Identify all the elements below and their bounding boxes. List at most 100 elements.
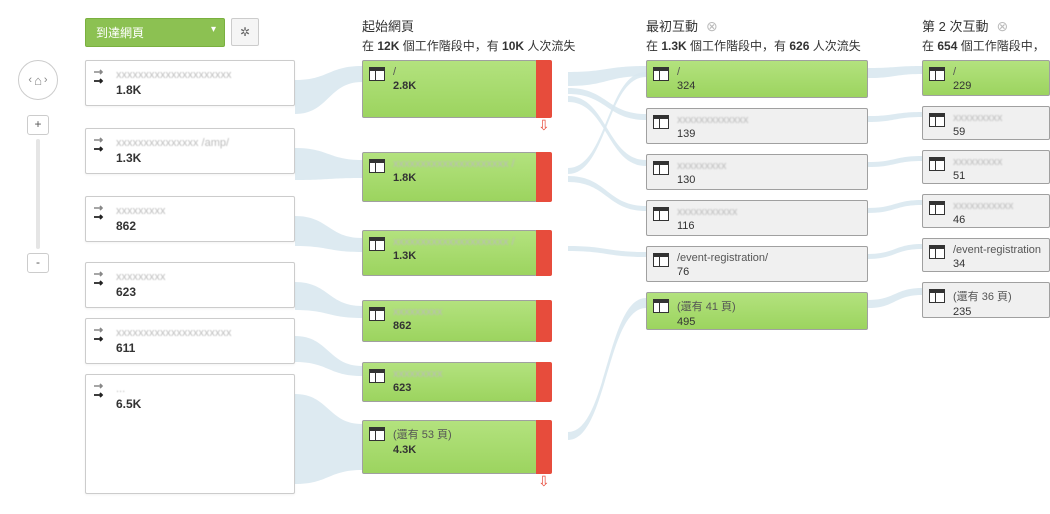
page-icon — [653, 67, 669, 84]
flow-node[interactable]: / 2.8K ⇩ — [362, 60, 552, 118]
flow-node[interactable]: / 229 — [922, 60, 1050, 96]
node-label: xxxxxxxxxxxxxxxxxxxxx / — [393, 158, 528, 170]
flow-node[interactable]: xxxxxxxxxxxxxxxxxxxxx / 1.3K — [362, 230, 552, 276]
node-value: 1.3K — [116, 151, 286, 165]
nav-prev-icon[interactable]: ‹ — [28, 74, 32, 86]
node-label: xxxxxxxxx — [116, 205, 286, 217]
column-subtitle: 在 12K 個工作階段中，有 10K 人次流失 — [362, 37, 622, 54]
page-icon — [929, 157, 945, 174]
flow-node[interactable]: /324 — [646, 60, 868, 98]
node-value: 59 — [953, 126, 1041, 138]
page-icon — [929, 113, 945, 130]
source-node[interactable]: ...6.5K — [85, 374, 295, 494]
node-label: xxxxxxxxx — [393, 368, 528, 380]
column-subtitle: 在 654 個工作階段中， — [922, 37, 1050, 54]
column-title: 最初互動⊗ — [646, 16, 906, 35]
node-label: xxxxxxxxxxxxx — [677, 114, 859, 126]
page-icon — [369, 237, 385, 254]
node-value: 623 — [116, 285, 286, 299]
flow-node[interactable]: xxxxxxxxx59 — [922, 106, 1050, 140]
flow-node[interactable]: xxxxxxxxxxx116 — [646, 200, 868, 236]
flow-node[interactable]: xxxxxxxxx862 — [362, 300, 552, 342]
zoom-control: + - — [27, 115, 49, 275]
flow-node[interactable]: /event-registration 34 — [922, 238, 1050, 272]
zoom-in-button[interactable]: + — [27, 115, 49, 135]
column-dismiss-icon[interactable]: ⊗ — [706, 18, 718, 34]
node-value: 1.3K — [393, 250, 528, 262]
node-label: xxxxxxxxxxx — [953, 200, 1041, 212]
node-label: /event-registration — [953, 244, 1041, 256]
node-value: 229 — [953, 80, 1041, 92]
source-node[interactable]: xxxxxxxxxxxxxxxxxxxxx1.8K — [85, 60, 295, 106]
node-value: 76 — [677, 266, 859, 278]
nav-control[interactable]: ‹ ⌂ › — [18, 60, 58, 100]
node-label: xxxxxxxxx — [953, 156, 1041, 168]
dropdown-label: 到達網頁 — [96, 26, 144, 40]
node-label: xxxxxxxxxxxxxxxxxxxxx / — [393, 236, 528, 248]
node-value: 623 — [393, 382, 528, 394]
dropoff-bar — [536, 152, 552, 202]
page-icon — [369, 159, 385, 176]
column-subtitle: 在 1.3K 個工作階段中，有 626 人次流失 — [646, 37, 906, 54]
page-icon — [653, 253, 669, 270]
source-node[interactable]: xxxxxxxxxxxxxxxxxxxxx611 — [85, 318, 295, 364]
flow-node[interactable]: (還有 41 頁)495 — [646, 292, 868, 330]
node-label: xxxxxxxxx — [677, 160, 859, 172]
page-icon — [653, 115, 669, 132]
node-value: 1.8K — [116, 83, 286, 97]
page-icon — [369, 67, 385, 84]
node-value: 46 — [953, 214, 1041, 226]
node-value: 130 — [677, 174, 859, 186]
node-label: xxxxxxxxxxxxxxx /amp/ — [116, 137, 286, 149]
flow-node[interactable]: xxxxxxxxx51 — [922, 150, 1050, 184]
node-value: 1.8K — [393, 172, 528, 184]
page-icon — [929, 67, 945, 84]
flow-node[interactable]: (還有 53 頁)4.3K⇩ — [362, 420, 552, 474]
node-label: xxxxxxxxxxx — [677, 206, 859, 218]
node-value: 495 — [677, 316, 859, 328]
node-label: (還有 36 頁) — [953, 288, 1041, 304]
flow-node[interactable]: xxxxxxxxxxxxxxxxxxxxx / 1.8K — [362, 152, 552, 202]
column-title: 第 2 次互動⊗ — [922, 16, 1050, 35]
node-label: xxxxxxxxx — [393, 306, 528, 318]
node-label: / — [953, 66, 1041, 78]
node-label: / — [393, 66, 528, 78]
zoom-rail[interactable] — [36, 139, 40, 249]
node-label: ... — [116, 383, 286, 395]
traffic-source-icon — [92, 271, 110, 293]
dropoff-bar — [536, 300, 552, 342]
toolbar: 到達網頁 ✲ — [85, 18, 259, 47]
traffic-source-icon — [92, 327, 110, 349]
flow-node[interactable]: xxxxxxxxxxx 46 — [922, 194, 1050, 228]
node-value: 235 — [953, 306, 1041, 318]
source-node[interactable]: xxxxxxxxx 862 — [85, 196, 295, 242]
home-icon[interactable]: ⌂ — [34, 73, 42, 88]
dropoff-arrow-icon: ⇩ — [538, 473, 550, 490]
column-title: 起始網頁 — [362, 16, 622, 35]
traffic-source-icon — [92, 137, 110, 159]
flow-node[interactable]: (還有 36 頁) 235 — [922, 282, 1050, 318]
node-value: 4.3K — [393, 444, 528, 456]
dropoff-bar: ⇩ — [536, 60, 552, 118]
source-node[interactable]: xxxxxxxxx623 — [85, 262, 295, 308]
node-label: / — [677, 66, 859, 78]
node-value: 34 — [953, 258, 1041, 270]
nav-next-icon[interactable]: › — [44, 74, 48, 86]
settings-button[interactable]: ✲ — [231, 18, 259, 46]
node-value: 139 — [677, 128, 859, 140]
column-header: 最初互動⊗ 在 1.3K 個工作階段中，有 626 人次流失 — [646, 16, 906, 54]
flow-node[interactable]: xxxxxxxxx 623 — [362, 362, 552, 402]
page-icon — [653, 161, 669, 178]
page-icon — [653, 207, 669, 224]
flow-node[interactable]: xxxxxxxxxxxxx 139 — [646, 108, 868, 144]
dimension-dropdown[interactable]: 到達網頁 — [85, 18, 225, 47]
flow-node[interactable]: /event-registration/76 — [646, 246, 868, 282]
node-value: 2.8K — [393, 80, 528, 92]
node-value: 862 — [116, 219, 286, 233]
column-dismiss-icon[interactable]: ⊗ — [996, 18, 1008, 34]
flow-node[interactable]: xxxxxxxxx 130 — [646, 154, 868, 190]
dropoff-bar — [536, 230, 552, 276]
zoom-out-button[interactable]: - — [27, 253, 49, 273]
source-node[interactable]: xxxxxxxxxxxxxxx /amp/1.3K — [85, 128, 295, 174]
traffic-source-icon — [92, 69, 110, 91]
